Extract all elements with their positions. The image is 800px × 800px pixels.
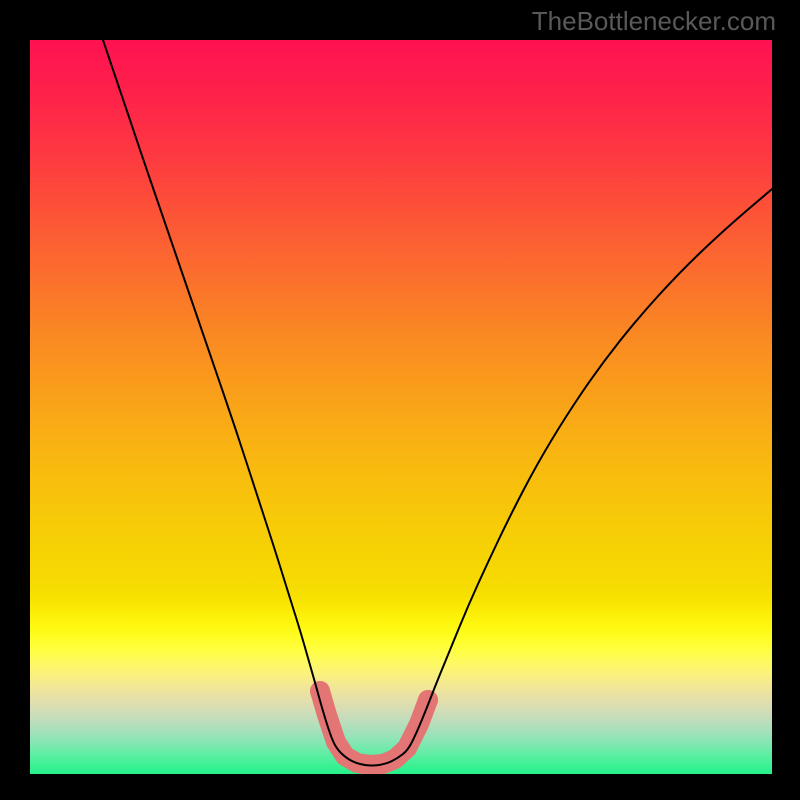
bottleneck-curve (103, 40, 772, 766)
plot-area (30, 40, 772, 774)
plot-svg (30, 40, 772, 774)
watermark-text: TheBottlenecker.com (532, 6, 776, 37)
marker-pill (320, 691, 428, 765)
chart-root: TheBottlenecker.com (0, 0, 800, 800)
